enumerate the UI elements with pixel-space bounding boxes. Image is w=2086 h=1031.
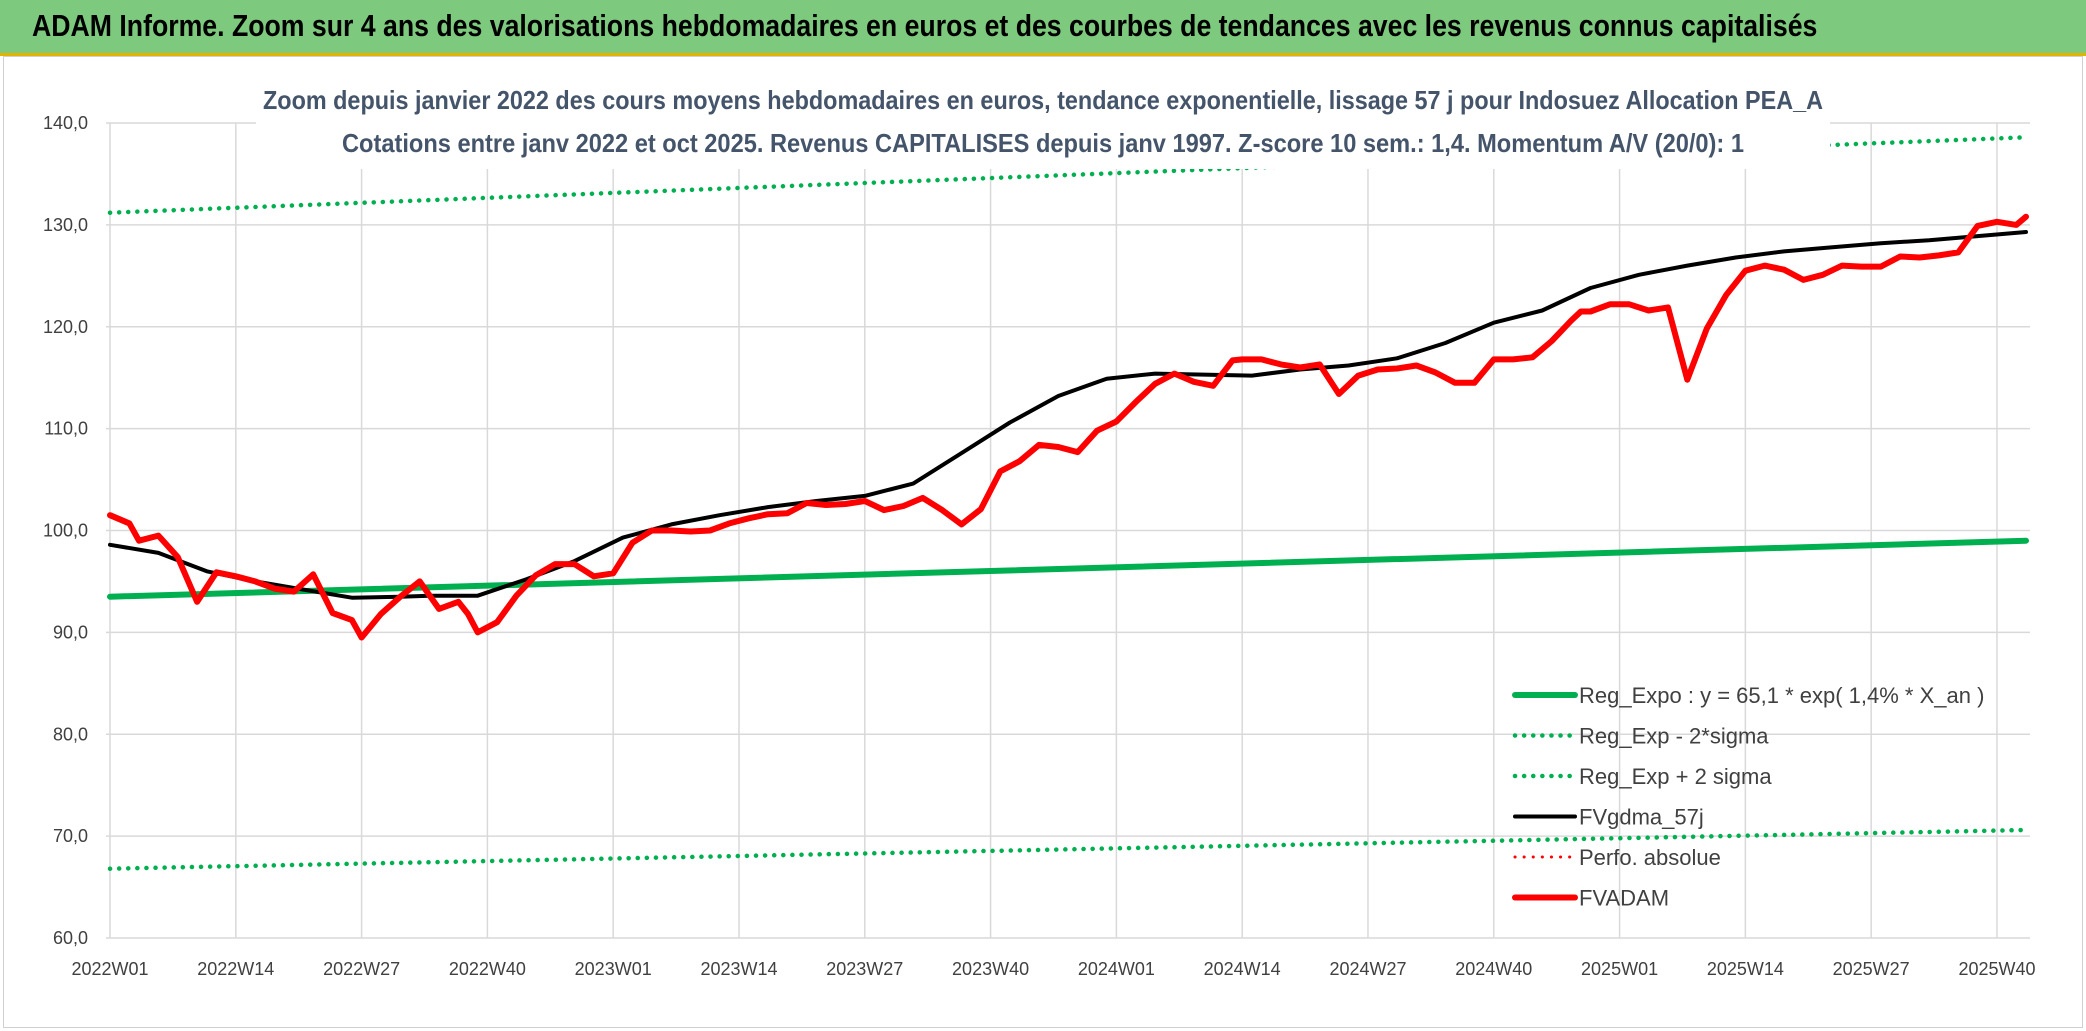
fvgdma-57j-line	[108, 230, 2028, 600]
x-tick-label: 2023W14	[700, 959, 777, 979]
y-tick-label: 70,0	[53, 826, 88, 846]
chart-title-line-1: Zoom depuis janvier 2022 des cours moyen…	[263, 85, 1823, 115]
y-tick-label: 60,0	[53, 928, 88, 948]
x-tick-label: 2022W40	[449, 959, 526, 979]
x-tick-label: 2023W01	[575, 959, 652, 979]
x-tick-label: 2025W01	[1581, 959, 1658, 979]
reg-exp-minus-2sigma-line	[107, 827, 2029, 871]
x-tick-label: 2025W14	[1707, 959, 1784, 979]
fvadam-line	[107, 213, 2029, 641]
legend-label-perfo-absolue: Perfo. absolue	[1579, 845, 1721, 870]
y-tick-label: 130,0	[43, 215, 88, 235]
chart-frame	[3, 56, 2083, 1028]
x-axis: 2022W01 2022W14 2022W27 2022W40 2023W01 2023W…	[71, 959, 2035, 979]
x-tick-label: 2022W27	[323, 959, 400, 979]
y-tick-label: 110,0	[44, 419, 88, 439]
y-tick-label: 80,0	[53, 724, 88, 744]
y-tick-label: 100,0	[43, 521, 88, 541]
x-tick-label: 2024W01	[1078, 959, 1155, 979]
legend-label-reg-expo: Reg_Expo : y = 65,1 * exp( 1,4% * X_an )	[1579, 683, 1984, 708]
title-backdrop	[256, 79, 1830, 169]
x-tick-label: 2024W40	[1455, 959, 1532, 979]
x-tick-label: 2022W14	[197, 959, 274, 979]
x-tick-label: 2024W14	[1204, 959, 1281, 979]
reg-expo-line	[107, 537, 2029, 600]
x-tick-label: 2025W27	[1833, 959, 1910, 979]
legend-label-fvadam: FVADAM	[1579, 886, 1669, 911]
legend-label-fvgdma-57j: FVgdma_57j	[1579, 805, 1704, 830]
legend: Reg_Expo : y = 65,1 * exp( 1,4% * X_an )…	[1512, 683, 1984, 911]
x-tick-label: 2025W40	[1958, 959, 2035, 979]
series-lines	[107, 135, 2029, 871]
y-tick-label: 140,0	[43, 113, 88, 133]
chart-title-line-2: Cotations entre janv 2022 et oct 2025. R…	[342, 128, 1744, 158]
x-tick-label: 2024W27	[1329, 959, 1406, 979]
report-title: ADAM Informe. Zoom sur 4 ans des valoris…	[32, 8, 1818, 43]
legend-label-reg-exp-minus-2sigma: Reg_Exp - 2*sigma	[1579, 724, 1769, 749]
x-tick-label: 2022W01	[71, 959, 148, 979]
y-tick-label: 90,0	[53, 622, 88, 642]
x-tick-label: 2023W40	[952, 959, 1029, 979]
reg-exp-plus-2sigma-line	[107, 135, 2029, 215]
y-tick-label: 120,0	[43, 317, 88, 337]
x-tick-label: 2023W27	[826, 959, 903, 979]
y-axis: 60,0 70,0 80,0 90,0 100,0 110,0 120,0 130,0 140,…	[43, 113, 88, 948]
legend-label-reg-exp-plus-2sigma: Reg_Exp + 2 sigma	[1579, 764, 1772, 789]
report-banner: ADAM Informe. Zoom sur 4 ans des valoris…	[0, 0, 2086, 56]
grid	[106, 122, 2030, 939]
